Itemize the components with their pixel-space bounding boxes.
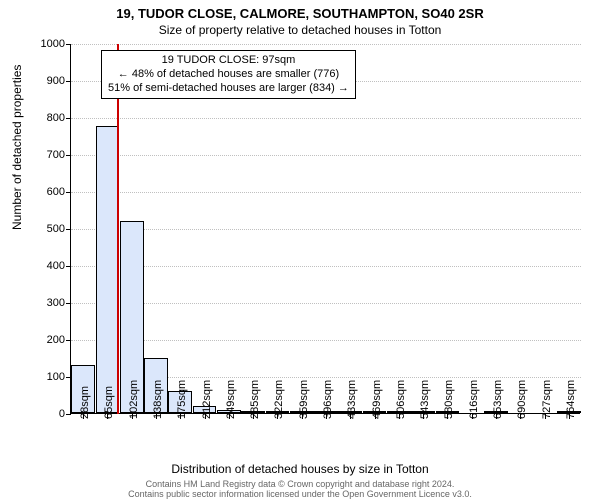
x-tick-label: 359sqm bbox=[298, 380, 310, 419]
reference-line bbox=[117, 44, 119, 414]
y-tick-label: 700 bbox=[25, 149, 65, 161]
y-tick-label: 400 bbox=[25, 260, 65, 272]
y-tick-mark bbox=[66, 340, 71, 341]
x-tick-label: 580sqm bbox=[443, 380, 455, 419]
gridline-h bbox=[71, 340, 581, 341]
gridline-h bbox=[71, 44, 581, 45]
y-tick-mark bbox=[66, 118, 71, 119]
x-tick-label: 65sqm bbox=[103, 386, 115, 419]
chart-title-main: 19, TUDOR CLOSE, CALMORE, SOUTHAMPTON, S… bbox=[0, 0, 600, 21]
y-tick-mark bbox=[66, 155, 71, 156]
footer: Contains HM Land Registry data © Crown c… bbox=[0, 480, 600, 500]
y-tick-mark bbox=[66, 266, 71, 267]
y-tick-label: 100 bbox=[25, 371, 65, 383]
y-tick-mark bbox=[66, 414, 71, 415]
y-tick-label: 1000 bbox=[25, 38, 65, 50]
gridline-h bbox=[71, 229, 581, 230]
x-tick-label: 249sqm bbox=[225, 380, 237, 419]
x-axis-title: Distribution of detached houses by size … bbox=[0, 462, 600, 476]
x-tick-label: 28sqm bbox=[79, 386, 91, 419]
x-tick-label: 138sqm bbox=[152, 380, 164, 419]
y-tick-label: 300 bbox=[25, 297, 65, 309]
x-tick-label: 543sqm bbox=[419, 380, 431, 419]
y-tick-mark bbox=[66, 229, 71, 230]
x-tick-label: 212sqm bbox=[201, 380, 213, 419]
x-tick-label: 433sqm bbox=[346, 380, 358, 419]
plot-wrapper: 0100200300400500600700800900100028sqm65s… bbox=[70, 44, 580, 414]
x-tick-label: 616sqm bbox=[468, 380, 480, 419]
footer-line2: Contains public sector information licen… bbox=[128, 489, 472, 499]
y-tick-mark bbox=[66, 192, 71, 193]
x-tick-label: 506sqm bbox=[395, 380, 407, 419]
x-tick-label: 764sqm bbox=[565, 380, 577, 419]
chart-title-sub: Size of property relative to detached ho… bbox=[0, 21, 600, 37]
gridline-h bbox=[71, 192, 581, 193]
footer-line1: Contains HM Land Registry data © Crown c… bbox=[146, 479, 455, 489]
x-tick-label: 396sqm bbox=[322, 380, 334, 419]
x-tick-label: 469sqm bbox=[371, 380, 383, 419]
annotation-box: 19 TUDOR CLOSE: 97sqm ← 48% of detached h… bbox=[101, 50, 356, 99]
y-tick-label: 500 bbox=[25, 223, 65, 235]
y-tick-mark bbox=[66, 81, 71, 82]
x-tick-label: 285sqm bbox=[249, 380, 261, 419]
annotation-line3: 51% of semi-detached houses are larger (… bbox=[108, 82, 349, 94]
x-tick-label: 322sqm bbox=[273, 380, 285, 419]
gridline-h bbox=[71, 266, 581, 267]
annotation-line1: 19 TUDOR CLOSE: 97sqm bbox=[162, 54, 296, 66]
gridline-h bbox=[71, 155, 581, 156]
y-tick-label: 900 bbox=[25, 75, 65, 87]
y-tick-label: 600 bbox=[25, 186, 65, 198]
chart-root: 19, TUDOR CLOSE, CALMORE, SOUTHAMPTON, S… bbox=[0, 0, 600, 500]
y-tick-mark bbox=[66, 303, 71, 304]
y-tick-label: 200 bbox=[25, 334, 65, 346]
x-tick-label: 727sqm bbox=[541, 380, 553, 419]
y-tick-mark bbox=[66, 44, 71, 45]
plot-area: 0100200300400500600700800900100028sqm65s… bbox=[70, 44, 580, 414]
x-tick-label: 653sqm bbox=[492, 380, 504, 419]
annotation-line2: ← 48% of detached houses are smaller (77… bbox=[118, 68, 339, 80]
gridline-h bbox=[71, 303, 581, 304]
y-axis-title: Number of detached properties bbox=[10, 65, 24, 230]
y-tick-label: 800 bbox=[25, 112, 65, 124]
x-tick-label: 102sqm bbox=[128, 380, 140, 419]
y-tick-label: 0 bbox=[25, 408, 65, 420]
x-tick-label: 175sqm bbox=[176, 380, 188, 419]
x-tick-label: 690sqm bbox=[516, 380, 528, 419]
gridline-h bbox=[71, 118, 581, 119]
